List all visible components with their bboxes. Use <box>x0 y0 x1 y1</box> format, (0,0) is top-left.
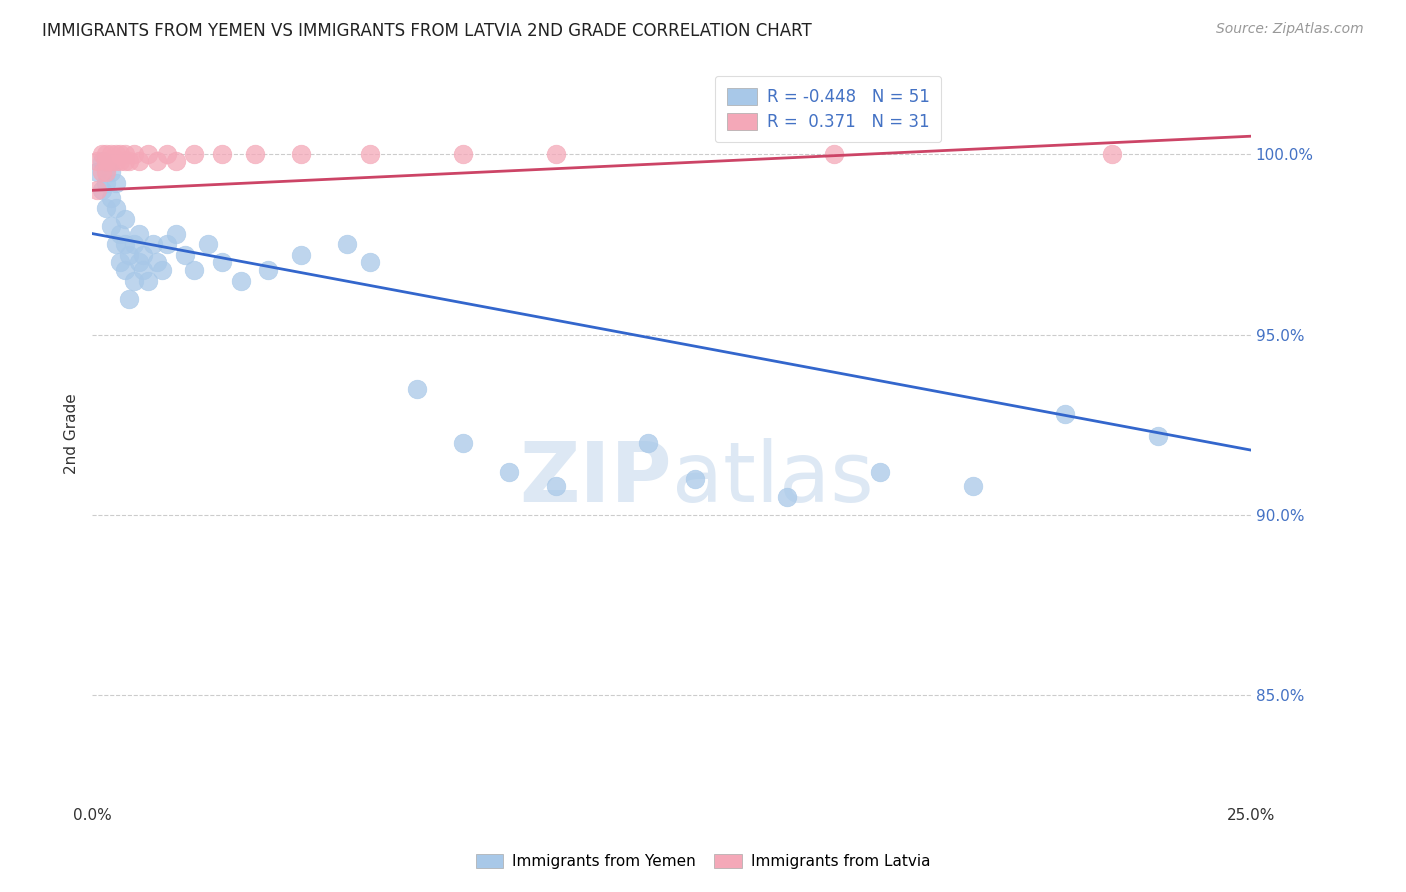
Point <box>100 165 122 179</box>
Point <box>96 161 118 176</box>
Point <box>451 147 474 161</box>
Point <box>544 479 567 493</box>
Point <box>108 227 131 241</box>
Point <box>96 176 118 190</box>
Point <box>114 262 136 277</box>
Point <box>197 237 219 252</box>
Legend: Immigrants from Yemen, Immigrants from Latvia: Immigrants from Yemen, Immigrants from L… <box>470 848 936 875</box>
Point <box>136 273 159 287</box>
Point <box>118 154 141 169</box>
Point <box>823 147 845 161</box>
Point <box>96 202 118 216</box>
Point <box>229 273 252 287</box>
Point <box>122 147 145 161</box>
Point <box>183 147 205 161</box>
Point <box>211 255 233 269</box>
Point <box>451 435 474 450</box>
Point <box>100 147 122 161</box>
Point <box>96 165 118 179</box>
Point <box>128 227 150 241</box>
Point <box>86 183 108 197</box>
Point <box>128 154 150 169</box>
Point <box>122 237 145 252</box>
Point <box>165 227 187 241</box>
Point <box>114 212 136 227</box>
Point <box>100 219 122 234</box>
Point <box>962 479 984 493</box>
Point <box>359 147 381 161</box>
Point <box>86 154 108 169</box>
Point <box>100 190 122 204</box>
Point <box>290 147 312 161</box>
Point <box>90 183 112 197</box>
Point <box>114 147 136 161</box>
Text: IMMIGRANTS FROM YEMEN VS IMMIGRANTS FROM LATVIA 2ND GRADE CORRELATION CHART: IMMIGRANTS FROM YEMEN VS IMMIGRANTS FROM… <box>42 22 811 40</box>
Point <box>96 147 118 161</box>
Point <box>104 237 127 252</box>
Point <box>290 248 312 262</box>
Point <box>869 465 891 479</box>
Point <box>211 147 233 161</box>
Point <box>1101 147 1123 161</box>
Point <box>108 154 131 169</box>
Point <box>108 255 131 269</box>
Text: ZIP: ZIP <box>519 438 672 519</box>
Point <box>174 248 197 262</box>
Point <box>118 248 141 262</box>
Point <box>118 292 141 306</box>
Point <box>114 154 136 169</box>
Point <box>114 237 136 252</box>
Point <box>1054 407 1077 421</box>
Point <box>128 255 150 269</box>
Point <box>132 262 155 277</box>
Point <box>243 147 266 161</box>
Point <box>498 465 520 479</box>
Point <box>183 262 205 277</box>
Point <box>165 154 187 169</box>
Point <box>1147 428 1170 442</box>
Point <box>637 435 659 450</box>
Point <box>100 154 122 169</box>
Point <box>122 273 145 287</box>
Y-axis label: 2nd Grade: 2nd Grade <box>65 393 79 475</box>
Point <box>90 154 112 169</box>
Point <box>257 262 280 277</box>
Point <box>90 165 112 179</box>
Point <box>90 147 112 161</box>
Point <box>146 255 169 269</box>
Point <box>132 248 155 262</box>
Point <box>146 154 169 169</box>
Legend: R = -0.448   N = 51, R =  0.371   N = 31: R = -0.448 N = 51, R = 0.371 N = 31 <box>716 76 941 143</box>
Point <box>104 202 127 216</box>
Point <box>104 154 127 169</box>
Point <box>544 147 567 161</box>
Point <box>776 490 799 504</box>
Point <box>336 237 359 252</box>
Point <box>108 147 131 161</box>
Point <box>150 262 173 277</box>
Text: atlas: atlas <box>672 438 873 519</box>
Point <box>155 237 177 252</box>
Point <box>683 472 706 486</box>
Text: Source: ZipAtlas.com: Source: ZipAtlas.com <box>1216 22 1364 37</box>
Point <box>142 237 165 252</box>
Point <box>405 382 427 396</box>
Point <box>359 255 381 269</box>
Point <box>155 147 177 161</box>
Point <box>104 147 127 161</box>
Point <box>86 165 108 179</box>
Point <box>136 147 159 161</box>
Point <box>96 154 118 169</box>
Point <box>104 176 127 190</box>
